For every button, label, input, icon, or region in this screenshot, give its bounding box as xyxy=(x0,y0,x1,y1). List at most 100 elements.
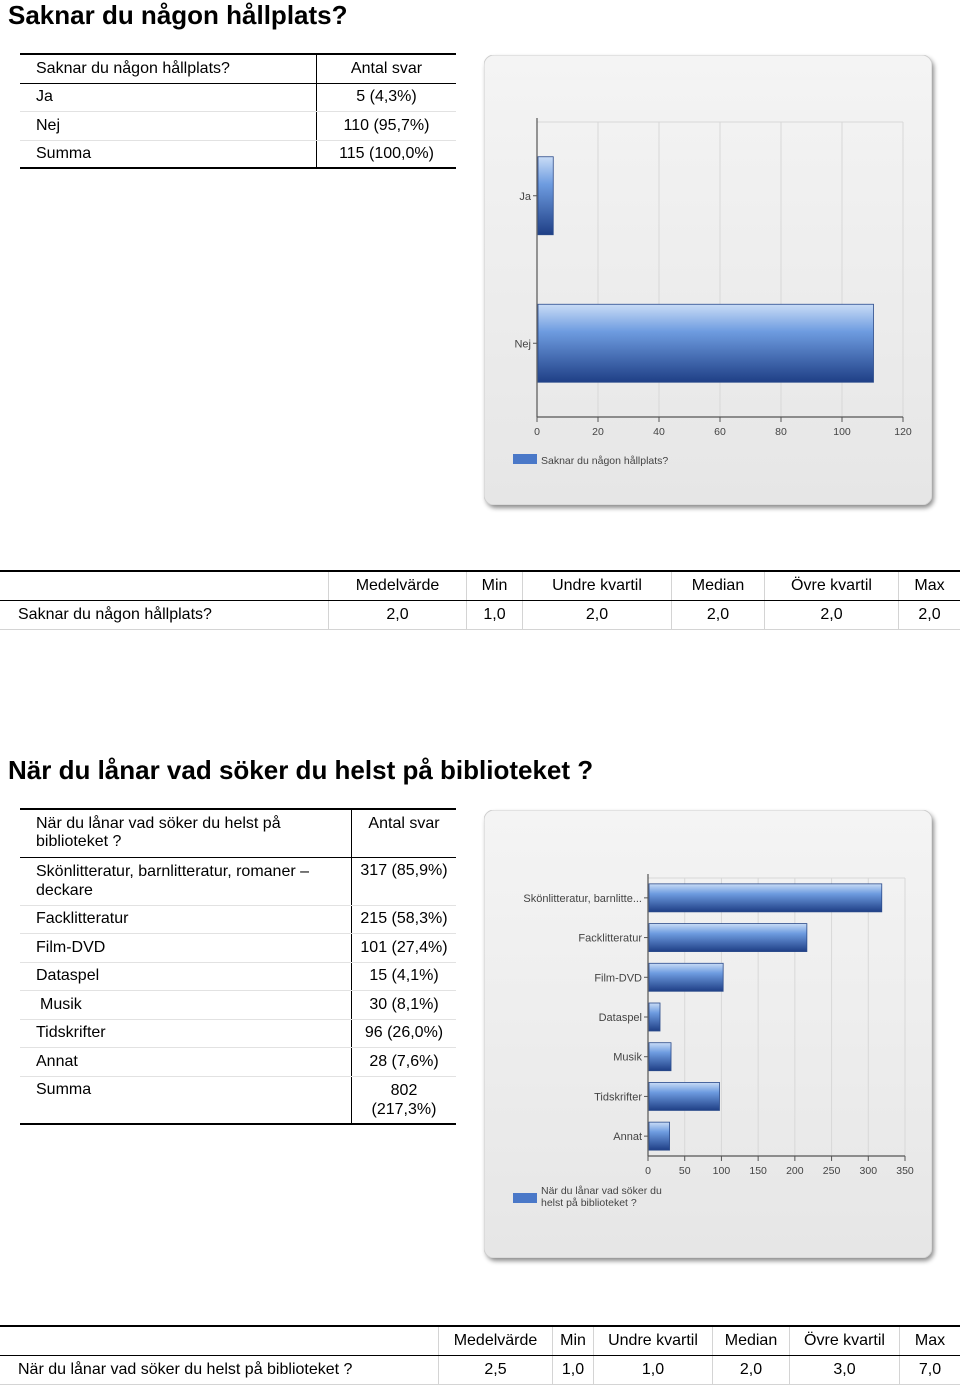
x-tick-label: 100 xyxy=(833,426,851,438)
chart-bar xyxy=(649,1043,671,1071)
table-row-value: 15 (4,1%) xyxy=(352,962,457,990)
stats-value: 1,0 xyxy=(467,601,523,630)
section1-heading: Saknar du någon hållplats? xyxy=(8,0,348,31)
y-tick-label: Ja xyxy=(519,191,532,203)
y-tick-label: Annat xyxy=(613,1131,642,1143)
legend-label: Saknar du någon hållplats? xyxy=(541,455,668,467)
chart-bar xyxy=(538,157,553,235)
stats-header-empty xyxy=(0,571,329,601)
chart-bar xyxy=(649,1082,719,1110)
y-tick-label: Dataspel xyxy=(599,1012,642,1024)
table-row-value: 110 (95,7%) xyxy=(317,111,457,140)
stats-row-label: Saknar du någon hållplats? xyxy=(0,601,329,630)
stats-value: 2,0 xyxy=(672,601,765,630)
table-row-value: 101 (27,4%) xyxy=(352,933,457,962)
stats-header: Max xyxy=(900,1326,960,1356)
stats-value: 2,0 xyxy=(765,601,899,630)
section2-chart-panel: 0 50 100 150 200 250 300 350 Skönlitteratur, bar… xyxy=(484,810,932,1258)
legend-swatch xyxy=(513,1193,537,1203)
chart-bar xyxy=(649,1003,660,1031)
section2-frequency-table: När du lånar vad söker du helst på bibli… xyxy=(20,808,456,1125)
table-row-label: Facklitteratur xyxy=(20,905,352,933)
stats-value: 2,5 xyxy=(439,1356,553,1385)
table-row-value: 30 (8,1%) xyxy=(352,990,457,1019)
y-tick-label: Facklitteratur xyxy=(578,933,642,945)
stats-value: 1,0 xyxy=(553,1356,594,1385)
stats-header: Median xyxy=(672,571,765,601)
stats-value: 2,0 xyxy=(523,601,672,630)
table-row-label: Annat xyxy=(20,1047,352,1076)
section2-heading: När du lånar vad söker du helst på bibli… xyxy=(8,755,593,786)
stats-row-label: När du lånar vad söker du helst på bibli… xyxy=(0,1356,439,1385)
table-sum-value: 115 (100,0%) xyxy=(317,140,457,168)
section1-frequency-table: Saknar du någon hållplats? Antal svar Ja… xyxy=(20,53,456,169)
table-row-value: 28 (7,6%) xyxy=(352,1047,457,1076)
x-tick-label: 60 xyxy=(714,426,726,438)
stats-header: Övre kvartil xyxy=(765,571,899,601)
stats-header: Medelvärde xyxy=(439,1326,553,1356)
x-tick-label: 20 xyxy=(592,426,604,438)
x-tick-label: 350 xyxy=(896,1165,914,1177)
stats-header: Max xyxy=(899,571,960,601)
x-tick-label: 80 xyxy=(775,426,787,438)
chart-bar xyxy=(649,924,807,952)
section2-stats-table: Medelvärde Min Undre kvartil Median Övre… xyxy=(0,1325,960,1385)
stats-header: Undre kvartil xyxy=(594,1326,713,1356)
section2-bar-chart: 0 50 100 150 200 250 300 350 Skönlitteratur, bar… xyxy=(484,810,932,1258)
stats-header: Undre kvartil xyxy=(523,571,672,601)
y-tick-label: Nej xyxy=(514,338,531,350)
table-row-label: Musik xyxy=(20,990,352,1019)
table-header-question: När du lånar vad söker du helst på bibli… xyxy=(20,809,352,857)
stats-value: 2,0 xyxy=(329,601,467,630)
x-tick-label: 0 xyxy=(645,1165,651,1177)
table-header-count: Antal svar xyxy=(317,54,457,83)
stats-header: Övre kvartil xyxy=(790,1326,900,1356)
x-tick-label: 40 xyxy=(653,426,665,438)
y-tick-label: Tidskrifter xyxy=(594,1091,642,1103)
chart-bar xyxy=(538,304,874,382)
stats-header: Min xyxy=(553,1326,594,1356)
table-header-count: Antal svar xyxy=(352,809,457,857)
stats-value: 3,0 xyxy=(790,1356,900,1385)
table-row-label: Skönlitteratur, barnlitteratur, romaner … xyxy=(20,857,352,905)
table-sum-label: Summa xyxy=(20,140,317,168)
table-row-label: Nej xyxy=(20,111,317,140)
legend-swatch xyxy=(513,454,537,464)
section1-chart-panel: 0 20 40 60 80 100 120 Ja Nej Saknar du någon håll… xyxy=(484,55,932,505)
stats-header: Median xyxy=(713,1326,790,1356)
x-tick-label: 300 xyxy=(860,1165,878,1177)
y-tick-label: Skönlitteratur, barnlitte... xyxy=(523,893,642,905)
table-sum-value: 802 (217,3%) xyxy=(352,1076,457,1124)
x-tick-label: 200 xyxy=(786,1165,804,1177)
table-row-label: Dataspel xyxy=(20,962,352,990)
table-row-value: 5 (4,3%) xyxy=(317,83,457,111)
x-tick-label: 250 xyxy=(823,1165,841,1177)
table-row-value: 317 (85,9%) xyxy=(352,857,457,905)
stats-value: 2,0 xyxy=(713,1356,790,1385)
table-header-question: Saknar du någon hållplats? xyxy=(20,54,317,83)
table-row-value: 96 (26,0%) xyxy=(352,1019,457,1047)
chart-bar xyxy=(649,1122,670,1150)
x-tick-label: 50 xyxy=(679,1165,691,1177)
chart-bar xyxy=(649,884,882,912)
y-tick-label: Film-DVD xyxy=(594,972,642,984)
x-tick-label: 120 xyxy=(894,426,912,438)
section1-stats-table: Medelvärde Min Undre kvartil Median Övre… xyxy=(0,570,960,630)
table-row-label: Ja xyxy=(20,83,317,111)
section1-bar-chart: 0 20 40 60 80 100 120 Ja Nej Saknar du någon håll… xyxy=(484,55,932,505)
x-tick-label: 100 xyxy=(713,1165,731,1177)
table-row-label: Tidskrifter xyxy=(20,1019,352,1047)
table-sum-label: Summa xyxy=(20,1076,352,1124)
y-tick-label: Musik xyxy=(613,1052,642,1064)
x-tick-label: 150 xyxy=(749,1165,767,1177)
stats-value: 2,0 xyxy=(899,601,960,630)
stats-header: Min xyxy=(467,571,523,601)
stats-header: Medelvärde xyxy=(329,571,467,601)
table-row-value: 215 (58,3%) xyxy=(352,905,457,933)
chart-bar xyxy=(649,963,723,991)
table-row-label: Film-DVD xyxy=(20,933,352,962)
stats-value: 1,0 xyxy=(594,1356,713,1385)
x-tick-label: 0 xyxy=(534,426,540,438)
stats-value: 7,0 xyxy=(900,1356,960,1385)
